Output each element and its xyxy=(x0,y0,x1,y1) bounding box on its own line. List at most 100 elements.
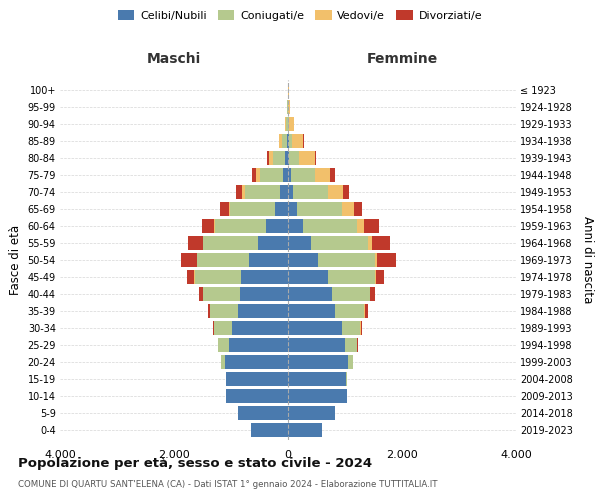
Bar xyxy=(299,151,315,166)
Bar xyxy=(285,117,286,132)
Bar xyxy=(365,304,368,318)
Bar xyxy=(288,422,322,437)
Text: Popolazione per età, sesso e stato civile - 2024: Popolazione per età, sesso e stato civil… xyxy=(18,458,372,470)
Bar xyxy=(229,338,288,352)
Bar xyxy=(214,320,232,335)
Bar xyxy=(361,320,362,335)
Bar xyxy=(288,338,345,352)
Bar xyxy=(376,270,385,284)
Bar xyxy=(289,100,290,114)
Bar xyxy=(373,236,390,250)
Bar xyxy=(230,202,275,216)
Bar xyxy=(315,151,316,166)
Bar xyxy=(289,151,299,166)
Bar xyxy=(368,236,373,250)
Text: Maschi: Maschi xyxy=(147,52,201,66)
Bar xyxy=(202,219,214,234)
Bar xyxy=(199,286,203,301)
Bar xyxy=(288,286,332,301)
Bar xyxy=(346,372,347,386)
Bar xyxy=(288,236,311,250)
Bar xyxy=(349,354,353,369)
Bar xyxy=(288,202,296,216)
Bar xyxy=(208,304,211,318)
Bar xyxy=(288,219,303,234)
Bar xyxy=(242,185,245,200)
Bar xyxy=(377,253,396,267)
Bar xyxy=(288,388,347,403)
Bar xyxy=(343,185,349,200)
Bar xyxy=(269,151,273,166)
Bar xyxy=(314,168,331,182)
Bar xyxy=(245,185,280,200)
Bar xyxy=(288,253,318,267)
Bar xyxy=(226,354,288,369)
Bar xyxy=(226,388,288,403)
Bar xyxy=(288,406,335,420)
Bar xyxy=(303,219,357,234)
Bar xyxy=(238,406,288,420)
Bar xyxy=(293,185,328,200)
Bar xyxy=(335,304,364,318)
Bar xyxy=(296,202,342,216)
Bar xyxy=(232,320,288,335)
Bar xyxy=(249,253,288,267)
Bar xyxy=(194,270,241,284)
Bar xyxy=(332,286,370,301)
Bar xyxy=(357,219,364,234)
Y-axis label: Fasce di età: Fasce di età xyxy=(9,225,22,295)
Bar xyxy=(287,134,288,148)
Bar xyxy=(288,354,349,369)
Bar xyxy=(288,270,328,284)
Bar xyxy=(283,134,287,148)
Bar xyxy=(251,168,256,182)
Bar xyxy=(311,236,368,250)
Bar xyxy=(288,185,293,200)
Bar xyxy=(203,236,258,250)
Bar xyxy=(221,354,226,369)
Bar xyxy=(328,270,374,284)
Bar xyxy=(292,134,303,148)
Bar xyxy=(288,151,289,166)
Bar xyxy=(214,219,215,234)
Bar xyxy=(275,202,288,216)
Bar xyxy=(229,202,230,216)
Text: COMUNE DI QUARTU SANT'ELENA (CA) - Dati ISTAT 1° gennaio 2024 - Elaborazione TUT: COMUNE DI QUARTU SANT'ELENA (CA) - Dati … xyxy=(18,480,437,489)
Bar xyxy=(288,117,289,132)
Bar xyxy=(286,151,288,166)
Bar xyxy=(226,372,288,386)
Bar xyxy=(220,202,229,216)
Bar xyxy=(238,304,288,318)
Bar xyxy=(187,270,194,284)
Y-axis label: Anni di nascita: Anni di nascita xyxy=(581,216,595,304)
Bar xyxy=(181,253,197,267)
Bar xyxy=(342,202,353,216)
Bar xyxy=(328,185,343,200)
Bar xyxy=(280,185,288,200)
Bar xyxy=(267,151,269,166)
Bar xyxy=(289,134,292,148)
Bar xyxy=(286,117,287,132)
Bar xyxy=(283,168,288,182)
Bar xyxy=(364,219,379,234)
Bar xyxy=(260,168,283,182)
Bar xyxy=(288,304,335,318)
Bar xyxy=(251,422,288,437)
Bar xyxy=(215,219,266,234)
Bar xyxy=(258,236,288,250)
Text: Femmine: Femmine xyxy=(367,52,437,66)
Bar xyxy=(256,168,260,182)
Legend: Celibi/Nubili, Coniugati/e, Vedovi/e, Divorziati/e: Celibi/Nubili, Coniugati/e, Vedovi/e, Di… xyxy=(113,6,487,25)
Bar xyxy=(345,338,357,352)
Bar xyxy=(241,270,288,284)
Bar xyxy=(341,320,361,335)
Bar xyxy=(273,151,286,166)
Bar xyxy=(374,270,376,284)
Bar xyxy=(353,202,362,216)
Bar xyxy=(289,117,294,132)
Bar xyxy=(374,253,377,267)
Bar xyxy=(203,286,240,301)
Bar xyxy=(288,168,290,182)
Bar xyxy=(279,134,283,148)
Bar xyxy=(290,168,314,182)
